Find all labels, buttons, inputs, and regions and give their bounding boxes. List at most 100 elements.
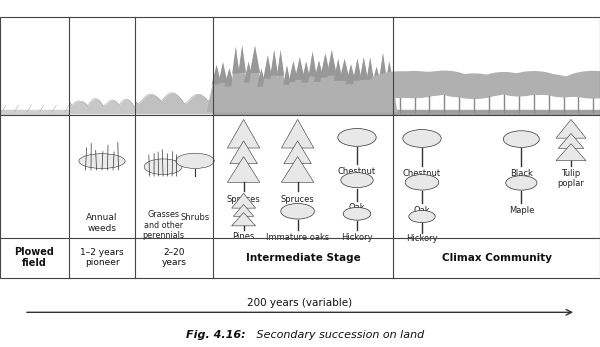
Ellipse shape	[79, 154, 125, 169]
Polygon shape	[244, 62, 253, 83]
Polygon shape	[277, 50, 284, 76]
Text: 1–2 years
pioneer: 1–2 years pioneer	[80, 248, 124, 267]
Polygon shape	[271, 50, 278, 76]
Ellipse shape	[503, 131, 539, 147]
Polygon shape	[558, 134, 584, 149]
Text: Pines: Pines	[232, 231, 255, 240]
Polygon shape	[283, 66, 291, 85]
Polygon shape	[315, 53, 336, 112]
Polygon shape	[224, 68, 235, 86]
Polygon shape	[367, 67, 386, 112]
Ellipse shape	[403, 129, 441, 147]
Polygon shape	[212, 65, 221, 85]
Ellipse shape	[478, 72, 530, 93]
Text: Secondary succession on land: Secondary succession on land	[253, 330, 425, 340]
Ellipse shape	[341, 173, 373, 188]
Polygon shape	[259, 55, 277, 112]
Polygon shape	[359, 58, 368, 80]
Polygon shape	[239, 62, 258, 112]
Polygon shape	[353, 59, 362, 81]
Polygon shape	[363, 57, 377, 112]
Polygon shape	[355, 58, 373, 112]
Polygon shape	[308, 52, 317, 76]
Text: Fig. 4.16:: Fig. 4.16:	[186, 330, 246, 340]
Text: Tulip
poplar: Tulip poplar	[557, 169, 584, 188]
Polygon shape	[322, 50, 342, 112]
Text: Oak: Oak	[413, 206, 430, 215]
Polygon shape	[382, 61, 397, 112]
Polygon shape	[556, 144, 586, 161]
Polygon shape	[214, 62, 232, 112]
Polygon shape	[207, 65, 226, 112]
Polygon shape	[230, 141, 257, 164]
Polygon shape	[233, 204, 254, 216]
Ellipse shape	[506, 176, 537, 190]
Polygon shape	[218, 62, 227, 83]
Text: Hickory: Hickory	[406, 234, 438, 243]
Text: Hickory: Hickory	[341, 233, 373, 242]
Polygon shape	[308, 61, 330, 112]
Text: 200 years (variable): 200 years (variable)	[247, 298, 353, 308]
Polygon shape	[340, 65, 362, 112]
Text: 2–20
years: 2–20 years	[161, 248, 187, 267]
Polygon shape	[250, 46, 260, 73]
Polygon shape	[296, 62, 316, 112]
Polygon shape	[301, 62, 311, 83]
Polygon shape	[227, 156, 260, 182]
Text: Grasses
and other
perennials: Grasses and other perennials	[142, 211, 184, 240]
Polygon shape	[367, 57, 374, 80]
Ellipse shape	[400, 72, 459, 96]
Text: Annual
weeds: Annual weeds	[86, 213, 118, 232]
Polygon shape	[274, 50, 288, 112]
Polygon shape	[232, 47, 239, 74]
Bar	[0, 17, 600, 278]
Text: Intermediate Stage: Intermediate Stage	[245, 253, 361, 263]
Ellipse shape	[176, 153, 214, 169]
Polygon shape	[339, 59, 350, 81]
Ellipse shape	[338, 128, 376, 146]
Polygon shape	[229, 47, 243, 112]
Polygon shape	[334, 59, 355, 112]
Polygon shape	[314, 61, 325, 82]
Ellipse shape	[434, 77, 484, 97]
Ellipse shape	[343, 208, 371, 220]
Polygon shape	[266, 50, 282, 112]
Ellipse shape	[538, 76, 589, 98]
Polygon shape	[327, 50, 337, 76]
Text: Spruces: Spruces	[227, 195, 260, 204]
Polygon shape	[263, 55, 272, 79]
Text: Black
walnut: Black walnut	[507, 169, 536, 188]
Ellipse shape	[409, 210, 435, 223]
Ellipse shape	[281, 203, 314, 219]
Ellipse shape	[382, 71, 448, 98]
Text: Climax Community: Climax Community	[442, 253, 551, 263]
Ellipse shape	[416, 70, 473, 94]
Polygon shape	[280, 66, 295, 112]
Polygon shape	[238, 45, 246, 73]
Polygon shape	[232, 193, 256, 208]
Text: Chestnut: Chestnut	[403, 169, 441, 178]
Text: Plowed
field: Plowed field	[14, 247, 55, 269]
Polygon shape	[376, 53, 391, 112]
Polygon shape	[232, 213, 256, 226]
Text: Chestnut: Chestnut	[338, 168, 376, 177]
Polygon shape	[227, 119, 260, 148]
Text: Immature oaks: Immature oaks	[266, 233, 329, 242]
Polygon shape	[290, 57, 310, 112]
Polygon shape	[295, 57, 305, 80]
Polygon shape	[379, 53, 386, 77]
Text: Spruces: Spruces	[281, 195, 314, 204]
Text: Maple: Maple	[509, 206, 534, 215]
Text: Shrubs: Shrubs	[181, 213, 209, 222]
Polygon shape	[219, 68, 240, 112]
Polygon shape	[289, 61, 298, 82]
Polygon shape	[281, 156, 314, 182]
Polygon shape	[284, 141, 311, 164]
Polygon shape	[346, 65, 356, 84]
Polygon shape	[371, 67, 382, 85]
Ellipse shape	[144, 159, 182, 175]
Polygon shape	[284, 61, 303, 112]
Ellipse shape	[554, 77, 600, 97]
Ellipse shape	[560, 71, 600, 99]
Polygon shape	[281, 119, 314, 148]
